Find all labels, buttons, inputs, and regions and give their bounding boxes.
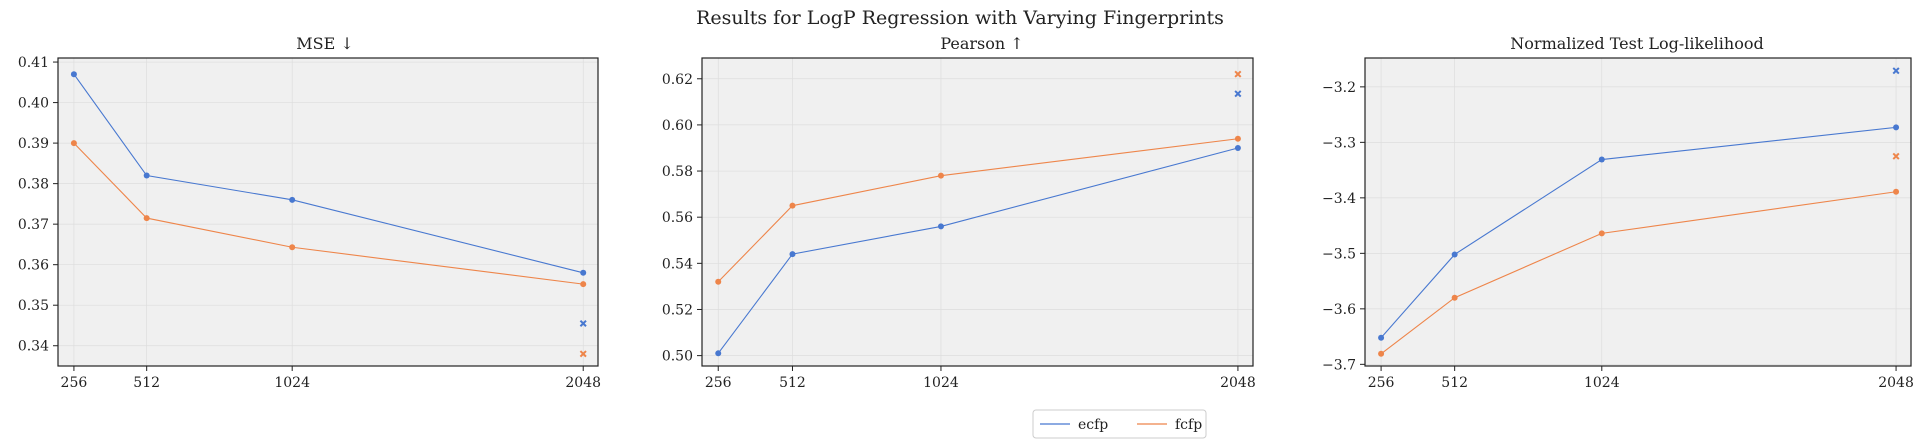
loglik-xtick-label-2048: 2048 xyxy=(1878,375,1914,391)
pearson-ytick-label-1: 0.52 xyxy=(662,302,693,318)
loglik-fcfp-point-256 xyxy=(1378,350,1385,357)
mse-ytick-label-2: 0.36 xyxy=(18,258,49,274)
loglik-ytick-label-2: −3.5 xyxy=(1322,246,1356,262)
legend: ecfp fcfp xyxy=(1032,409,1207,439)
mse-xtick-label-256: 256 xyxy=(61,375,88,391)
pearson-xtick-label-256: 256 xyxy=(705,375,732,391)
loglik-fcfp-x-marker xyxy=(1892,152,1900,160)
pearson-ytick-label-6: 0.62 xyxy=(662,72,693,88)
mse-panel: MSE ↓ 256 512 1024 2048 0.34 0.35 0.36 0.37 0.38… xyxy=(18,34,601,391)
loglik-plot-frame xyxy=(1364,57,1912,367)
mse-ecfp-point-2048 xyxy=(580,269,587,276)
pearson-fcfp-line xyxy=(717,138,1238,283)
loglikelihood-panel: Normalized Test Log-likelihood 256 512 102… xyxy=(1322,34,1914,391)
pearson-ecfp-point-2048 xyxy=(1234,144,1241,151)
pearson-plot-area xyxy=(702,58,1253,366)
pearson-xtick-label-512: 512 xyxy=(779,375,806,391)
legend-fcfp-label: fcfp xyxy=(1175,417,1202,433)
loglik-xtick-label-256: 256 xyxy=(1368,375,1395,391)
pearson-ecfp-x-marker xyxy=(1234,90,1242,98)
loglik-ytick-label-3: −3.4 xyxy=(1322,191,1356,207)
mse-fcfp-point-2048 xyxy=(580,281,587,288)
mse-plot-area xyxy=(58,58,598,366)
pearson-ytick-label-0: 0.50 xyxy=(662,349,693,365)
loglik-fcfp-point-1024 xyxy=(1598,230,1605,237)
pearson-ecfp-point-256 xyxy=(715,350,722,357)
loglik-xtick-label-512: 512 xyxy=(1441,375,1468,391)
pearson-ecfp-line xyxy=(717,147,1239,354)
loglik-ytick-label-0: −3.7 xyxy=(1322,357,1356,373)
pearson-xtick-label-2048: 2048 xyxy=(1220,375,1256,391)
loglik-fcfp-line xyxy=(1380,191,1897,355)
loglik-ytick-label-1: −3.6 xyxy=(1322,302,1356,318)
pearson-xtick-label-1024: 1024 xyxy=(923,375,959,391)
pearson-panel-title: Pearson ↑ xyxy=(940,34,1023,53)
pearson-fcfp-point-256 xyxy=(715,278,722,285)
pearson-fcfp-x-marker xyxy=(1234,70,1242,78)
mse-fcfp-x-marker xyxy=(579,350,587,358)
mse-ytick-label-1: 0.35 xyxy=(18,298,49,314)
loglik-plot-area xyxy=(1365,58,1911,366)
pearson-ytick-label-5: 0.60 xyxy=(662,118,693,134)
mse-ecfp-x-marker xyxy=(579,319,587,327)
loglik-ecfp-point-1024 xyxy=(1598,156,1605,163)
loglik-ecfp-point-256 xyxy=(1378,334,1385,341)
loglik-ecfp-point-2048 xyxy=(1893,124,1900,131)
mse-ytick-label-6: 0.40 xyxy=(18,96,49,112)
loglik-xtick-label-1024: 1024 xyxy=(1584,375,1620,391)
pearson-ytick-label-4: 0.58 xyxy=(662,164,693,180)
mse-plot-frame xyxy=(57,57,599,367)
pearson-fcfp-point-1024 xyxy=(937,172,944,179)
loglik-ytick-label-4: −3.3 xyxy=(1322,135,1356,151)
mse-ecfp-line xyxy=(73,73,584,274)
mse-fcfp-point-1024 xyxy=(289,244,296,251)
pearson-ytick-label-2: 0.54 xyxy=(662,256,693,272)
pearson-ytick-label-3: 0.56 xyxy=(662,210,693,226)
mse-xtick-label-2048: 2048 xyxy=(565,375,601,391)
mse-xtick-label-1024: 1024 xyxy=(274,375,310,391)
pearson-panel: Pearson ↑ 256 512 1024 2048 0.50 0.52 0.54 0.56… xyxy=(662,34,1256,391)
pearson-ecfp-point-1024 xyxy=(937,223,944,230)
mse-ecfp-point-256 xyxy=(70,71,77,78)
mse-ytick-label-3: 0.37 xyxy=(18,217,49,233)
mse-fcfp-point-256 xyxy=(70,140,77,147)
loglikelihood-panel-title: Normalized Test Log-likelihood xyxy=(1510,34,1763,53)
pearson-plot-frame xyxy=(701,57,1254,367)
legend-box xyxy=(1032,409,1207,439)
loglik-ytick-label-5: −3.2 xyxy=(1322,80,1356,96)
figure-title: Results for LogP Regression with Varying… xyxy=(696,7,1224,29)
loglik-ecfp-x-marker xyxy=(1892,67,1900,75)
mse-ytick-label-7: 0.41 xyxy=(18,55,49,71)
legend-ecfp-label: ecfp xyxy=(1078,417,1108,433)
pearson-fcfp-point-512 xyxy=(789,202,796,209)
loglik-fcfp-point-2048 xyxy=(1893,188,1900,195)
mse-ecfp-point-1024 xyxy=(289,196,296,203)
mse-fcfp-point-512 xyxy=(143,215,150,222)
mse-panel-title: MSE ↓ xyxy=(296,34,354,53)
loglik-ecfp-point-512 xyxy=(1451,251,1458,258)
pearson-fcfp-point-2048 xyxy=(1234,135,1241,142)
mse-ytick-label-5: 0.39 xyxy=(18,136,49,152)
mse-ytick-label-0: 0.34 xyxy=(18,339,49,355)
loglik-fcfp-point-512 xyxy=(1451,294,1458,301)
mse-ytick-label-4: 0.38 xyxy=(18,177,49,193)
pearson-ecfp-point-512 xyxy=(789,251,796,258)
loglik-ecfp-line xyxy=(1380,126,1897,339)
mse-xtick-label-512: 512 xyxy=(133,375,160,391)
mse-fcfp-line xyxy=(73,142,584,285)
mse-ecfp-point-512 xyxy=(143,172,150,179)
